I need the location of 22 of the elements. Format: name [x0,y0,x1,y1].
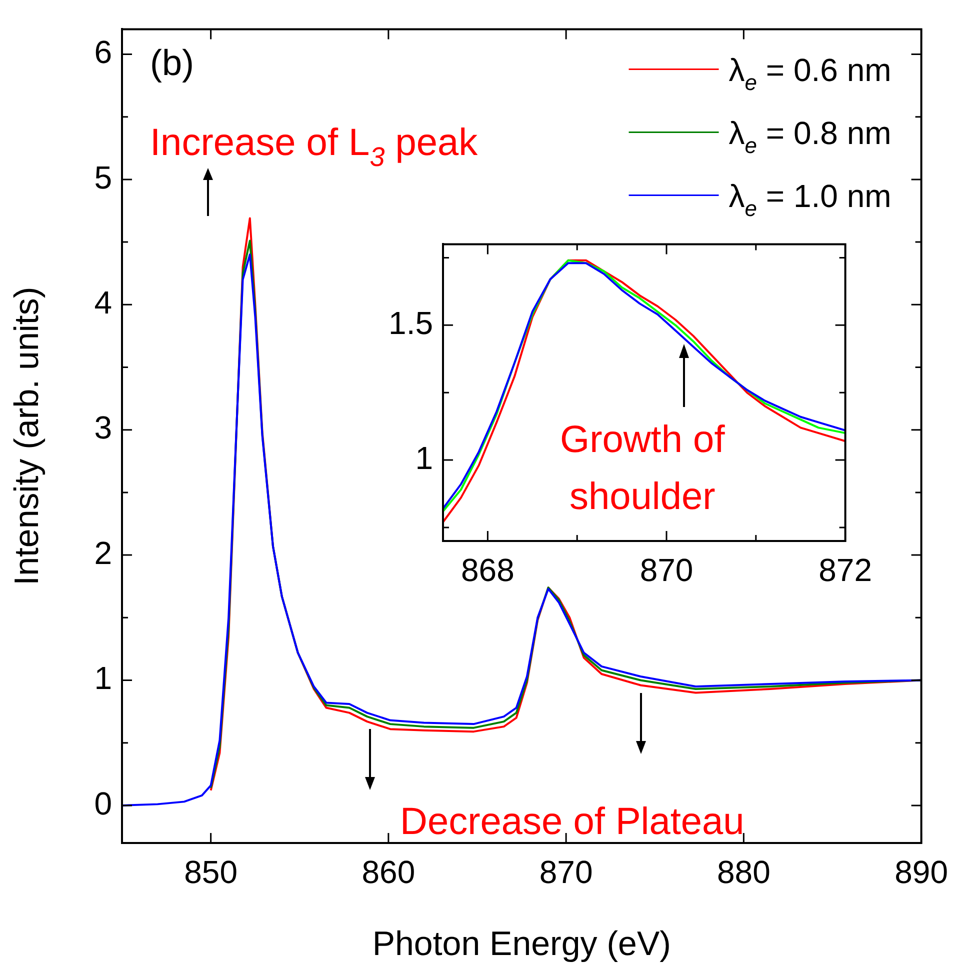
y-tick-label: 5 [94,159,112,196]
x-tick-label: 870 [539,854,593,890]
y-tick-label: 4 [94,284,112,320]
y-tick-label: 1.5 [388,304,433,341]
x-tick-label: 872 [818,552,872,588]
x-axis-title: Photon Energy (eV) [372,924,671,963]
y-tick-label: 1 [415,440,433,476]
x-tick-label: 890 [894,854,948,890]
y-axis-title: Intensity (arb. units) [8,286,46,586]
y-tick-label: 1 [94,660,112,696]
y-tick-label: 6 [94,34,112,70]
x-tick-label: 850 [184,854,238,890]
annotation: (b) [150,42,194,84]
annotation: Decrease of Plateau [400,801,744,844]
y-tick-label: 2 [94,534,112,571]
y-tick-label: 0 [94,785,112,822]
x-tick-label: 860 [362,854,416,890]
y-tick-label: 3 [94,410,112,446]
x-tick-label: 880 [716,854,770,890]
annotation: Growth of shoulder [560,419,726,518]
x-tick-label: 870 [640,552,694,588]
x-tick-label: 868 [461,552,514,588]
